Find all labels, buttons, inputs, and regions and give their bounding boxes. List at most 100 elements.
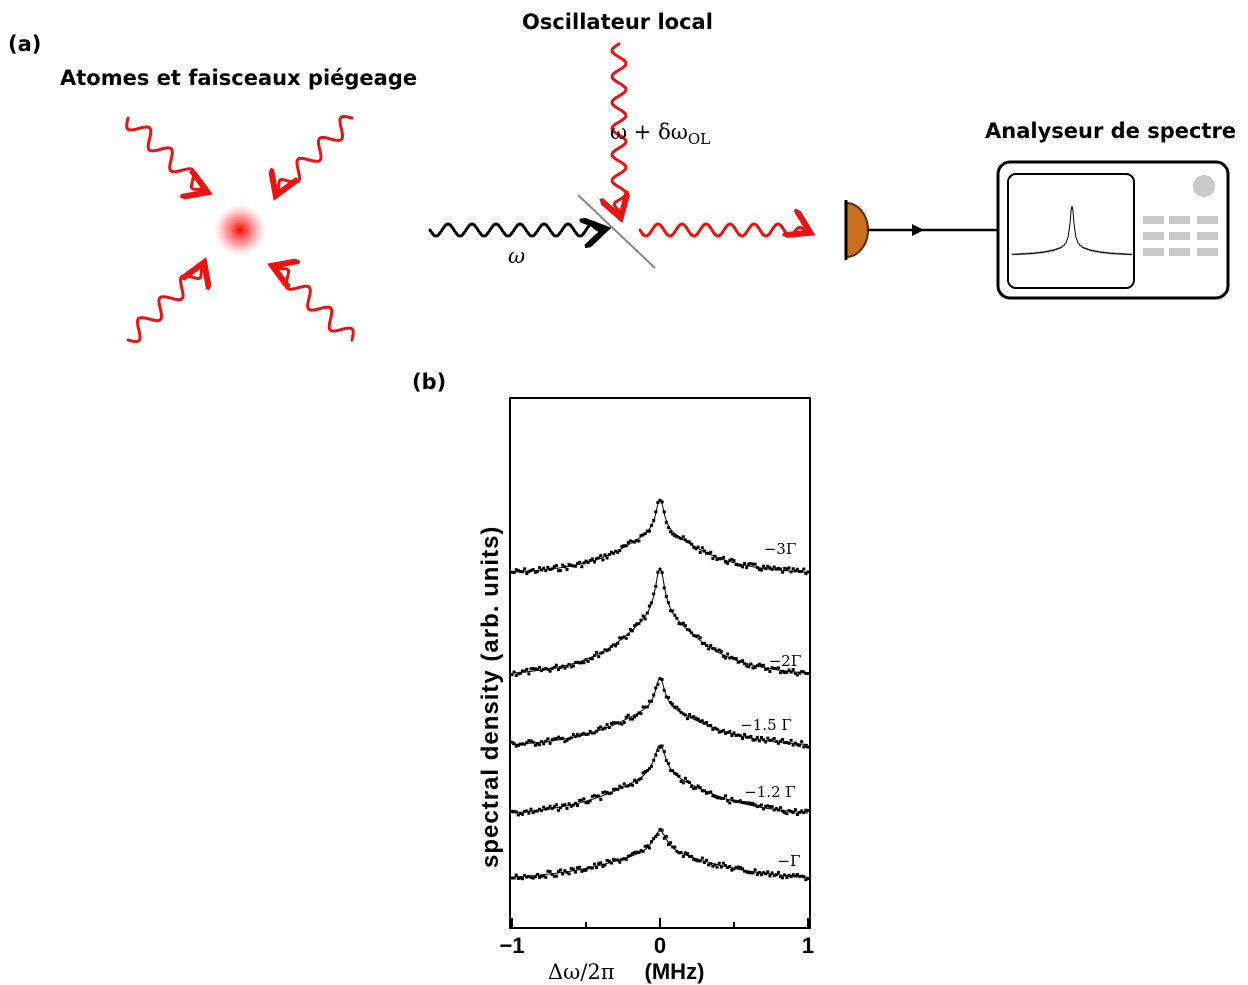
data-point (772, 874, 776, 878)
data-point (677, 774, 681, 778)
data-point (783, 873, 787, 877)
data-point (576, 732, 579, 736)
data-point (554, 874, 558, 878)
data-point (647, 529, 651, 533)
data-point (795, 567, 799, 571)
data-point (679, 851, 683, 855)
data-point (628, 539, 632, 543)
data-point (681, 855, 685, 858)
data-point (730, 655, 734, 659)
data-point (690, 855, 694, 859)
data-point (609, 550, 613, 554)
data-point (762, 564, 766, 568)
data-point (639, 534, 643, 538)
data-point (753, 803, 757, 807)
data-point (650, 764, 653, 768)
data-point (593, 654, 596, 658)
data-point (795, 673, 799, 677)
data-point (705, 643, 708, 647)
data-point (595, 794, 599, 798)
data-point (516, 877, 520, 880)
data-point (510, 740, 514, 744)
data-point (586, 560, 590, 564)
data-point (675, 705, 679, 709)
data-point (656, 748, 660, 752)
data-point (588, 559, 592, 562)
data-point (576, 804, 579, 807)
data-point (571, 564, 575, 568)
data-point (783, 811, 787, 815)
data-point (776, 666, 780, 670)
analyzer-button (1197, 248, 1218, 256)
data-point (529, 667, 533, 671)
data-point (597, 862, 601, 865)
data-point (616, 550, 620, 554)
analyzer-button (1197, 232, 1218, 240)
data-point (563, 666, 567, 670)
data-point (772, 565, 776, 569)
data-point (631, 540, 634, 544)
data-point (531, 876, 535, 880)
data-point (582, 661, 586, 665)
data-point (641, 533, 645, 537)
data-point (582, 797, 586, 801)
data-point (633, 624, 637, 628)
data-point (713, 863, 717, 867)
data-point (650, 523, 653, 527)
data-point (609, 722, 613, 725)
data-point (677, 851, 681, 855)
analyzer-knob (1193, 175, 1215, 197)
data-point (800, 809, 804, 813)
data-point (770, 738, 774, 742)
data-point (806, 745, 810, 749)
x-tick-label: 0 (654, 933, 666, 958)
data-point (529, 875, 533, 879)
data-point (681, 781, 685, 785)
data-point (707, 723, 711, 727)
data-point (565, 871, 569, 875)
data-point (734, 734, 738, 738)
data-point (774, 567, 778, 571)
data-point (525, 741, 529, 745)
data-point (561, 563, 565, 567)
data-point (802, 875, 806, 879)
data-point (779, 806, 782, 810)
data-point (584, 868, 588, 872)
data-point (521, 669, 525, 673)
data-point (745, 801, 749, 805)
data-point (559, 569, 563, 573)
data-point (580, 661, 584, 665)
data-point (656, 501, 660, 504)
data-point (751, 738, 755, 742)
data-point (535, 809, 539, 813)
data-point (677, 622, 681, 626)
data-point (624, 784, 628, 788)
data-point (768, 670, 772, 673)
data-point (645, 705, 649, 709)
data-point (719, 730, 723, 734)
data-point (527, 570, 531, 574)
data-point (658, 827, 662, 831)
data-point (715, 649, 719, 653)
data-point (618, 860, 622, 864)
data-point (660, 571, 664, 575)
data-point (683, 538, 687, 542)
data-point (582, 869, 586, 873)
data-point (749, 662, 753, 666)
data-point (749, 801, 753, 805)
data-point (559, 666, 563, 670)
data-point (715, 727, 719, 731)
data-point (609, 645, 613, 648)
data-point (660, 828, 664, 832)
data-point (542, 874, 546, 878)
data-point (620, 636, 624, 640)
data-point (776, 870, 780, 874)
data-point (548, 568, 552, 571)
data-point (622, 857, 626, 861)
data-point (514, 673, 518, 677)
data-point (525, 667, 529, 671)
data-point (533, 743, 537, 747)
data-point (789, 570, 793, 574)
data-point (747, 562, 751, 566)
data-point (736, 800, 740, 804)
